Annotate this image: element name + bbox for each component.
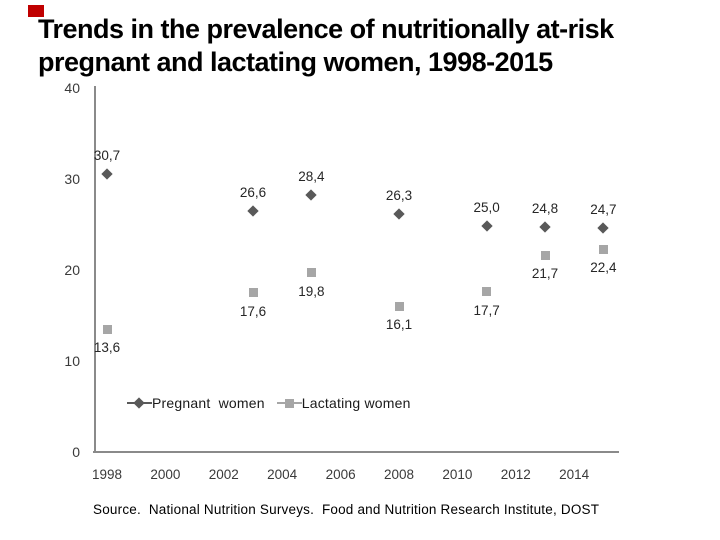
- data-point-label: 25,0: [473, 199, 500, 215]
- data-point-marker-square: [482, 287, 492, 297]
- x-tick-label: 2014: [559, 467, 590, 482]
- x-tick-label: 1998: [91, 467, 123, 482]
- chart-legend: Pregnant women Lactating women: [127, 394, 411, 412]
- data-point-marker-square: [540, 250, 550, 260]
- y-axis-line: [94, 86, 96, 453]
- x-tick-label: 2006: [325, 467, 356, 482]
- slide-title-line-1: Trends in the prevalence of nutritionall…: [38, 14, 614, 44]
- data-point-label: 30,7: [93, 147, 121, 163]
- data-point-label: 17,7: [473, 302, 500, 318]
- source-text: Source. National Nutrition Surveys. Food…: [93, 502, 600, 517]
- data-point-marker-diamond: [393, 208, 405, 220]
- legend-item-pregnant-women: Pregnant women: [127, 395, 265, 411]
- data-point-label: 17,6: [239, 303, 267, 319]
- data-point-marker-square: [102, 324, 112, 334]
- data-point-label: 22,4: [590, 260, 617, 276]
- legend-item-lactating-women: Lactating women: [276, 395, 411, 411]
- data-point-label: 16,1: [385, 317, 413, 333]
- data-point-marker-diamond: [539, 221, 551, 233]
- legend-square-marker-icon: [276, 397, 302, 409]
- x-tick-label: 2000: [150, 467, 181, 482]
- legend-diamond-marker-icon: [127, 397, 152, 409]
- data-point-marker-square: [248, 288, 258, 298]
- corner-accent-square: [28, 5, 44, 17]
- x-tick-label: 2004: [267, 467, 298, 482]
- data-point-label: 19,8: [298, 283, 325, 299]
- x-tick-label: 2008: [383, 467, 415, 482]
- data-point-label: 26,6: [239, 184, 267, 200]
- data-point-label: 28,4: [298, 168, 325, 184]
- slide-title: Trends in the prevalence of nutritionall…: [38, 13, 716, 79]
- x-tick-label: 2012: [500, 467, 531, 482]
- data-point-label: 13,6: [93, 340, 121, 355]
- y-tick-label: 10: [64, 352, 80, 369]
- x-tick-label: 2010: [442, 467, 473, 482]
- x-axis-line: [93, 451, 619, 453]
- data-point-label: 24,7: [590, 202, 617, 218]
- y-tick-label: 40: [64, 80, 80, 97]
- data-point-marker-diamond: [247, 205, 259, 217]
- x-tick-label: 2002: [208, 467, 239, 482]
- data-point-marker-diamond: [597, 222, 610, 234]
- data-point-label: 21,7: [531, 266, 559, 282]
- legend-label-pregnant-women: Pregnant women: [152, 395, 265, 411]
- data-point-label: 26,3: [385, 187, 413, 203]
- data-point-marker-square: [306, 268, 316, 278]
- data-point-marker-square: [394, 301, 404, 311]
- data-point-marker-diamond: [480, 219, 493, 232]
- data-point-marker-diamond: [305, 188, 318, 201]
- data-point-marker-square: [598, 244, 608, 254]
- y-tick-label: 0: [72, 443, 80, 460]
- data-point-label: 24,8: [531, 201, 559, 217]
- legend-label-lactating-women: Lactating women: [301, 395, 411, 411]
- y-tick-label: 20: [64, 261, 80, 278]
- slide-title-line-2: pregnant and lactating women, 1998-2015: [38, 47, 553, 77]
- y-tick-label: 30: [64, 171, 80, 188]
- data-point-marker-diamond: [101, 168, 113, 180]
